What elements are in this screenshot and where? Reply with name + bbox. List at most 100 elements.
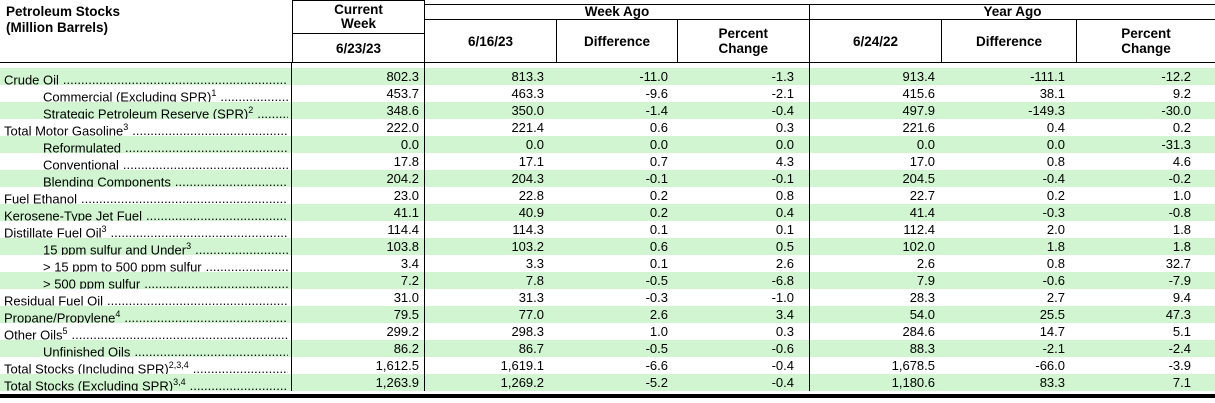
table-row: Crude Oil ..............................…	[0, 68, 1215, 85]
cell-week-ago-value: 221.4	[511, 120, 544, 135]
cell-year-ago-percent-change: 1.8	[1172, 239, 1191, 254]
row-label: Conventional ...........................…	[0, 153, 292, 170]
cell-year-ago-difference: 0.8	[1046, 154, 1065, 169]
cell-year-ago-difference: 0.2	[1046, 188, 1065, 203]
cell-year-ago-difference: -149.3	[1028, 103, 1065, 118]
cell-current-week: 453.7	[292, 85, 425, 102]
cell-year-ago-value: 28.3	[909, 290, 935, 305]
cell-week-ago-percent-change: 2.6	[678, 255, 810, 272]
cell-year-ago-value: 2.6	[916, 256, 935, 271]
cell-current-week: 114.4	[292, 221, 425, 238]
cell-week-ago-difference: -9.6	[645, 86, 668, 101]
cell-year-ago-value: 7.9	[916, 273, 935, 288]
cell-year-ago-value: 1,180.6	[891, 375, 935, 390]
cell-week-ago-difference: 0.1	[649, 256, 668, 271]
cell-year-ago-value: 204.5	[902, 171, 935, 186]
table-body: Crude Oil ..............................…	[0, 68, 1215, 391]
cell-year-ago-value: 497.9	[902, 103, 935, 118]
dotted-leader: ........................................…	[107, 293, 288, 306]
row-label: Kerosene-Type Jet Fuel .................…	[0, 204, 292, 221]
table-row: Unfinished Oils ........................…	[0, 340, 1215, 357]
current-week-label: Current Week	[293, 1, 424, 34]
cell-week-ago-percent-change: 0.3	[678, 119, 810, 136]
col-header-current-week: Current Week 6/23/23	[292, 0, 425, 62]
cell-current-week: 86.2	[292, 340, 425, 357]
cell-current-week: 103.8	[292, 238, 425, 255]
cell-year-ago-value: 88.3	[909, 341, 935, 356]
cell-year-ago-difference: -0.4	[1042, 171, 1065, 186]
cell-current-week: 41.1	[292, 204, 425, 221]
row-label: Blending Components ....................…	[0, 170, 292, 187]
cell-current-week: 299.2	[292, 323, 425, 340]
cell-year-ago-value: 54.0	[909, 307, 935, 322]
cell-year-ago-percent-change: 47.3	[1165, 307, 1191, 322]
cell-week-ago-percent-change: 3.4	[678, 306, 810, 323]
cell-year-ago-value: 102.0	[902, 239, 935, 254]
cell-current-week: 222.0	[292, 119, 425, 136]
cell-current-week: 348.6	[292, 102, 425, 119]
dotted-leader: ........................................…	[144, 276, 288, 289]
row-label: > 15 ppm to 500 ppm sulfur .............…	[0, 255, 292, 272]
cell-week-ago-difference: 1.0	[649, 324, 668, 339]
table-row: > 500 ppm sulfur .......................…	[0, 272, 1215, 289]
cell-week-ago-value: 298.3	[511, 324, 544, 339]
cell-week-ago-percent-change: -6.8	[678, 272, 810, 289]
year-ago-difference-header: Difference	[942, 20, 1077, 62]
cell-year-ago-difference: 25.5	[1039, 307, 1065, 322]
cell-year-ago-percent-change: 0.2	[1172, 120, 1191, 135]
cell-week-ago-difference: 0.0	[649, 137, 668, 152]
cell-week-ago-percent-change: -0.4	[678, 357, 810, 374]
table-row: Other Oils5 ............................…	[0, 323, 1215, 340]
row-label: Commercial (Excluding SPR)1 ............…	[0, 85, 292, 102]
cell-week-ago-percent-change: 0.8	[678, 187, 810, 204]
cell-week-ago-difference: -5.2	[645, 375, 668, 390]
cell-year-ago-percent-change: -7.9	[1168, 273, 1191, 288]
dotted-leader: ........................................…	[195, 242, 288, 255]
row-label: > 500 ppm sulfur .......................…	[0, 272, 292, 289]
dotted-leader: ........................................…	[110, 225, 288, 238]
cell-week-ago-percent-change: -0.1	[678, 170, 810, 187]
week-ago-label: Week Ago	[425, 5, 809, 20]
cell-week-ago-percent-change: -1.0	[678, 289, 810, 306]
dotted-leader: ........................................…	[62, 72, 288, 85]
cell-year-ago-value: 17.0	[909, 154, 935, 169]
cell-current-week: 1,612.5	[292, 357, 425, 374]
cell-week-ago-value: 31.3	[518, 290, 544, 305]
row-label: Total Motor Gasoline3 ..................…	[0, 119, 292, 136]
dotted-leader: ........................................…	[122, 157, 288, 170]
cell-week-ago-value: 204.3	[511, 171, 544, 186]
cell-week-ago-value: 86.7	[518, 341, 544, 356]
cell-year-ago-difference: -2.1	[1042, 341, 1065, 356]
cell-current-week: 1,263.9	[292, 374, 425, 391]
cell-year-ago-difference: 2.0	[1046, 222, 1065, 237]
cell-year-ago-value: 221.6	[902, 120, 935, 135]
cell-week-ago-difference: -0.5	[645, 341, 668, 356]
table-row: Blending Components ....................…	[0, 170, 1215, 187]
cell-year-ago-percent-change: 7.1	[1172, 375, 1191, 390]
cell-year-ago-percent-change: 9.4	[1172, 290, 1191, 305]
cell-week-ago-percent-change: -2.1	[678, 85, 810, 102]
cell-year-ago-value: 41.4	[909, 205, 935, 220]
cell-week-ago-value: 1,619.1	[500, 358, 544, 373]
cell-week-ago-value: 22.8	[518, 188, 544, 203]
table-row: Total Stocks (Excluding SPR)3,4 ........…	[0, 374, 1215, 391]
cell-week-ago-difference: 0.1	[649, 222, 668, 237]
cell-year-ago-value: 0.0	[916, 137, 935, 152]
cell-week-ago-percent-change: 4.3	[678, 153, 810, 170]
cell-year-ago-difference: -66.0	[1035, 358, 1065, 373]
dotted-leader: ........................................…	[71, 327, 288, 340]
col-group-year-ago: Year Ago 6/24/22 Difference Percent Chan…	[810, 4, 1215, 62]
table-header: Petroleum Stocks (Million Barrels) Curre…	[0, 0, 1215, 63]
row-label: Total Stocks (Excluding SPR)3,4 ........…	[0, 374, 292, 391]
dotted-leader: ........................................…	[146, 208, 288, 221]
dotted-leader: ........................................…	[205, 259, 288, 272]
cell-year-ago-percent-change: -30.0	[1161, 103, 1191, 118]
cell-year-ago-value: 284.6	[902, 324, 935, 339]
cell-current-week: 0.0	[292, 136, 425, 153]
week-ago-date: 6/16/23	[425, 20, 557, 62]
dotted-leader: ........................................…	[125, 140, 288, 153]
cell-week-ago-percent-change: 0.1	[678, 221, 810, 238]
cell-year-ago-percent-change: -3.9	[1168, 358, 1191, 373]
cell-current-week: 3.4	[292, 255, 425, 272]
cell-year-ago-difference: 2.7	[1046, 290, 1065, 305]
